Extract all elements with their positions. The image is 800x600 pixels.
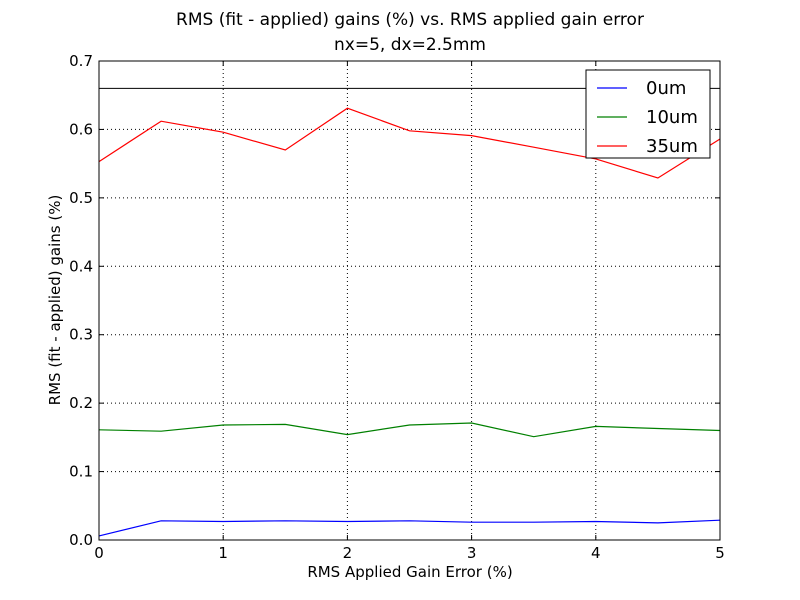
y-tick-label: 0.2 [69, 394, 93, 412]
legend-label-10um: 10um [646, 107, 698, 128]
legend-box [585, 69, 711, 159]
series-line-10um [98, 422, 721, 438]
x-tick-label: 3 [467, 544, 477, 562]
axis-tick-labels: 0 1 2 3 4 5 0.0 0.1 0.2 0.3 0.4 0.5 0.6 0.7 [69, 52, 725, 562]
y-tick-label: 0.7 [69, 52, 93, 70]
y-tick-label: 0.6 [69, 120, 93, 138]
legend-label-0um: 0um [646, 78, 686, 99]
series-lines [98, 107, 721, 537]
plot-area-frame [98, 60, 721, 541]
y-tick-label: 0.0 [69, 531, 93, 549]
x-tick-label: 4 [591, 544, 601, 562]
y-tick-label: 0.3 [69, 326, 93, 344]
y-axis-label: RMS (fit - applied) gains (%) [46, 195, 64, 406]
legend-label-35um: 35um [646, 136, 698, 157]
y-tick-label: 0.1 [69, 463, 93, 481]
x-tick-label: 1 [218, 544, 228, 562]
legend: 0um 10um 35um [585, 69, 711, 159]
chart-title: RMS (fit - applied) gains (%) vs. RMS ap… [176, 10, 644, 30]
x-tick-label: 0 [94, 544, 104, 562]
chart-subtitle: nx=5, dx=2.5mm [334, 35, 486, 55]
series-line-35um [98, 107, 721, 179]
x-tick-label: 5 [715, 544, 725, 562]
axis-ticks [98, 60, 721, 541]
x-tick-label: 2 [343, 544, 353, 562]
x-axis-label: RMS Applied Gain Error (%) [307, 563, 512, 581]
series-line-0um [98, 519, 721, 537]
y-tick-label: 0.5 [69, 189, 93, 207]
legend-entries: 0um 10um 35um [597, 78, 698, 157]
y-tick-label: 0.4 [69, 257, 93, 275]
